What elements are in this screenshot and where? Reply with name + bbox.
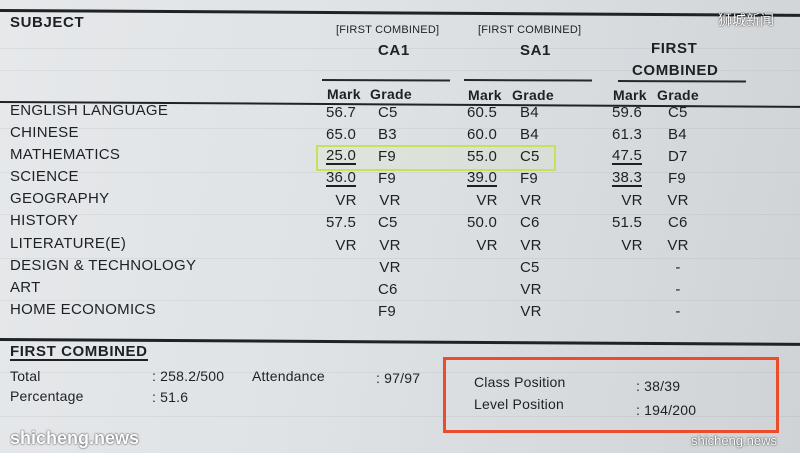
fc-title-line1: FIRST [651, 40, 698, 57]
subject-header: SUBJECT [10, 14, 85, 31]
sa1-mark: 55.0 [467, 148, 497, 165]
subject-name: ENGLISH LANGUAGE [10, 102, 169, 119]
ca1-grade: B3 [378, 126, 397, 143]
sa1-grade: VR [520, 192, 542, 209]
ca1-grade: VR [379, 192, 401, 209]
level-position-label: Level Position [474, 396, 564, 412]
subject-name: HISTORY [10, 212, 79, 229]
ca1-grade: C5 [378, 214, 398, 231]
ca1-grade: F9 [378, 170, 396, 187]
watermark-bottom-left: shicheng.news [10, 428, 140, 448]
fc-grade: C5 [668, 104, 688, 121]
fc-grade: - [675, 281, 681, 298]
class-position-value: : 38/39 [636, 378, 681, 394]
subject-name: GEOGRAPHY [10, 190, 110, 207]
watermark-top-right: 狮城新闻 [718, 13, 774, 29]
total-value: : 258.2/500 [152, 368, 225, 384]
sa1-note: [FIRST COMBINED] [478, 24, 582, 36]
ca1-mark: VR [335, 192, 357, 209]
sa1-grade: C6 [520, 214, 540, 231]
total-label: Total [10, 368, 41, 384]
sa1-grade: F9 [520, 170, 538, 187]
ca1-mark: VR [335, 237, 357, 254]
ca1-mark: 36.0 [326, 169, 356, 187]
ca1-grade: C6 [378, 281, 398, 298]
subject-name: ART [10, 279, 41, 296]
ca1-title: CA1 [378, 42, 410, 59]
ca1-grade-header: Grade [370, 86, 412, 102]
position-highlight-box [443, 357, 779, 433]
mathematics-highlight [316, 145, 556, 171]
fc-grade: VR [667, 192, 689, 209]
fc-grade: C6 [668, 214, 688, 231]
subject-name: LITERATURE(E) [10, 235, 127, 252]
subject-name: SCIENCE [10, 168, 79, 185]
sa1-mark: 50.0 [467, 214, 497, 231]
attendance-value: : 97/97 [376, 370, 421, 386]
sa1-grade: B4 [520, 104, 539, 121]
sa1-grade: VR [520, 237, 542, 254]
fc-mark-header: Mark [613, 87, 647, 103]
fc-mark: 38.3 [612, 169, 642, 187]
ca1-grade: VR [379, 237, 401, 254]
percentage-value: : 51.6 [152, 389, 189, 405]
fc-grade: VR [667, 237, 689, 254]
class-position-label: Class Position [474, 374, 566, 390]
sa1-grade: C5 [520, 148, 540, 165]
ca1-grade: F9 [378, 148, 396, 165]
ca1-grade: F9 [378, 303, 396, 320]
summary-title: FIRST COMBINED [10, 343, 148, 361]
fc-grade: - [675, 259, 681, 276]
ca1-note: [FIRST COMBINED] [336, 24, 440, 36]
fc-grade: F9 [668, 170, 686, 187]
ca1-mark: 25.0 [326, 147, 356, 165]
fc-mark: VR [621, 237, 643, 254]
ca1-mark: 57.5 [326, 214, 356, 231]
sa1-grade: B4 [520, 126, 539, 143]
sa1-mark: 60.0 [467, 126, 497, 143]
ca1-mark: 65.0 [326, 126, 356, 143]
fc-title-line2: COMBINED [632, 62, 719, 79]
fc-grade: B4 [668, 126, 687, 143]
watermark-bottom-right: shicheng.news [691, 433, 777, 448]
sa1-mark: 60.5 [467, 104, 497, 121]
fc-mark: 61.3 [612, 126, 642, 143]
fc-mark: 51.5 [612, 214, 642, 231]
fc-mark: 47.5 [612, 147, 642, 165]
subject-name: DESIGN & TECHNOLOGY [10, 257, 197, 274]
fc-mark: 59.6 [612, 104, 642, 121]
sa1-grade-header: Grade [512, 87, 554, 103]
fc-grade-header: Grade [657, 87, 699, 103]
ca1-mark-header: Mark [327, 86, 361, 102]
percentage-label: Percentage [10, 388, 84, 404]
sa1-mark-header: Mark [468, 87, 502, 103]
attendance-label: Attendance [252, 368, 325, 384]
ca1-grade: VR [379, 259, 401, 276]
level-position-value: : 194/200 [636, 402, 697, 418]
sa1-mark: VR [476, 237, 498, 254]
sa1-mark: VR [476, 192, 498, 209]
sa1-mark: 39.0 [467, 169, 497, 187]
fc-mark: VR [621, 192, 643, 209]
sa1-grade: C5 [520, 259, 540, 276]
subject-name: HOME ECONOMICS [10, 301, 156, 318]
subject-name: CHINESE [10, 124, 79, 141]
sa1-grade: VR [520, 281, 542, 298]
ca1-grade: C5 [378, 104, 398, 121]
ca1-mark: 56.7 [326, 104, 356, 121]
sa1-title: SA1 [520, 42, 551, 59]
sa1-grade: VR [520, 303, 542, 320]
subject-name: MATHEMATICS [10, 146, 121, 163]
fc-grade: - [675, 303, 681, 320]
fc-grade: D7 [668, 148, 688, 165]
